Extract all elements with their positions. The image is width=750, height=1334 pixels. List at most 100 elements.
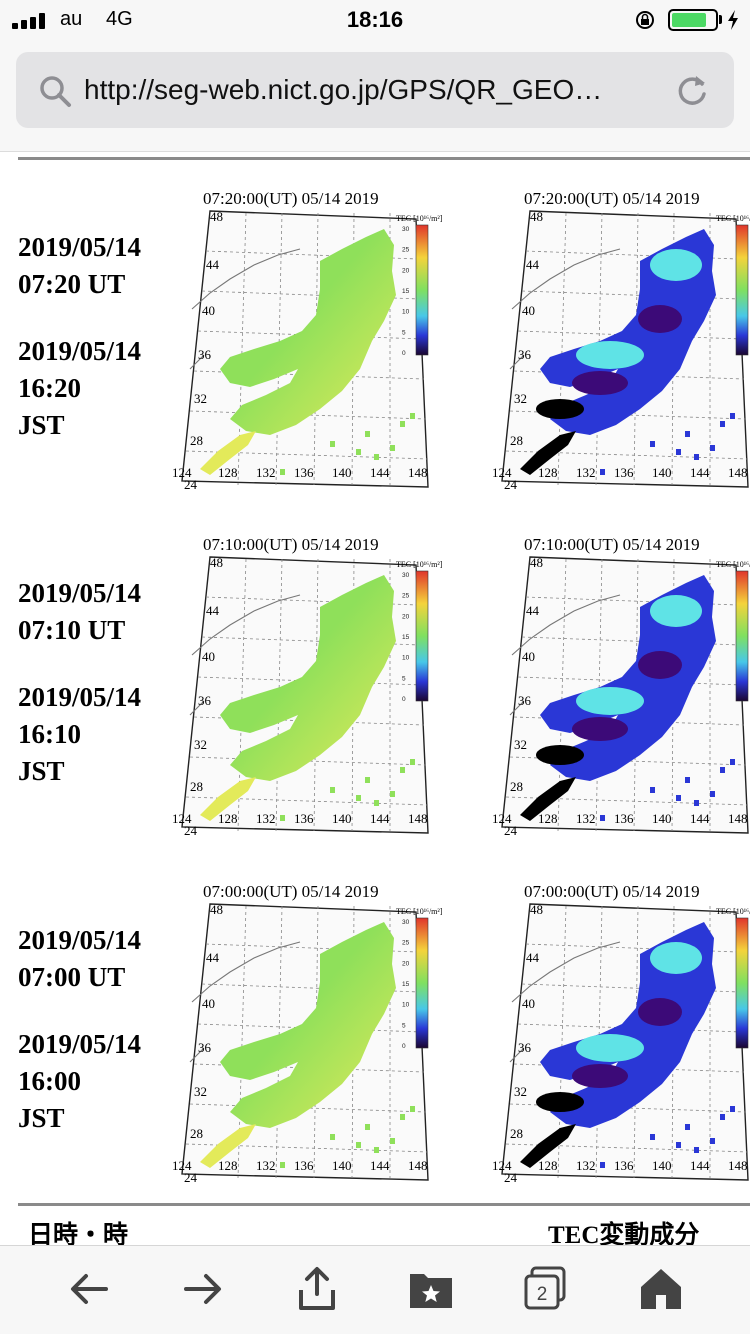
tec-station-cell — [650, 787, 655, 793]
map-title: 07:10:00(UT) 05/14 2019 — [203, 535, 379, 554]
latitude-label: 24 — [504, 823, 518, 838]
latitude-label: 32 — [194, 1084, 207, 1099]
latitude-gridline — [185, 796, 429, 806]
longitude-label: 128 — [538, 811, 558, 826]
url-field[interactable]: http://seg-web.nict.go.jp/GPS/QR_GEO… — [16, 52, 734, 128]
longitude-label: 132 — [576, 811, 596, 826]
tec-variation-patch — [638, 651, 682, 679]
tec-station-cell — [390, 445, 395, 451]
forward-arrow-icon[interactable] — [178, 1264, 228, 1314]
latitude-label: 44 — [526, 257, 540, 272]
color-scale-tick: 20 — [402, 267, 410, 274]
longitude-label: 144 — [370, 1158, 390, 1173]
latitude-label: 40 — [202, 649, 215, 664]
color-scale-tick: 0 — [402, 350, 406, 357]
jst-time: 16:00 — [18, 1066, 81, 1096]
ut-time: 07:00 UT — [18, 962, 126, 992]
longitude-label: 124 — [492, 1158, 512, 1173]
tec-row: 2019/05/14 07:10 UT 2019/05/14 16:10 JST TEC … — [0, 515, 750, 855]
latitude-label: 24 — [184, 1170, 198, 1185]
tec-variation-map: TEC [10¹⁶/m²]0.30.1-0.1-0.3-0.5484440363… — [492, 555, 750, 838]
tec-variation-map-panel[interactable]: TEC [10¹⁶/m²]0.30.1-0.1-0.3-0.5484440363… — [490, 862, 750, 1192]
longitude-label: 132 — [576, 1158, 596, 1173]
search-icon — [40, 76, 71, 107]
tec-variation-patch — [576, 1034, 644, 1062]
latitude-label: 36 — [518, 347, 532, 362]
tec-absolute-map: TEC [10¹⁶/m²]302520151050484440363228241… — [172, 209, 443, 492]
bookmarks-icon[interactable] — [406, 1264, 456, 1314]
tec-coverage-area — [220, 575, 396, 781]
color-scale-tick: 20 — [402, 960, 410, 967]
color-scale-bar — [735, 224, 749, 356]
latitude-label: 24 — [184, 823, 198, 838]
longitude-label: 132 — [576, 465, 596, 480]
tec-station-cell — [676, 795, 681, 801]
browser-address-area: http://seg-web.nict.go.jp/GPS/QR_GEO… — [0, 40, 750, 152]
tec-station-cell — [720, 1114, 725, 1120]
tec-map-panel[interactable]: TEC [10¹⁶/m²] 30 25 20 15 10 5 0 48 44 40 36 32 28 24 1… — [170, 862, 455, 1192]
browser-toolbar: 2 — [0, 1245, 750, 1334]
battery-tip — [719, 15, 722, 24]
latitude-gridline — [517, 330, 743, 340]
tec-variation-patch — [536, 1092, 584, 1112]
tec-station-cell — [280, 815, 285, 821]
color-scale-tick: 25 — [402, 940, 410, 947]
tec-map-panel[interactable]: TEC [10¹⁶/m²] 30 25 20 15 10 5 0 48 44 40 36 32 28 24 1… — [170, 169, 455, 499]
tabs-icon[interactable]: 2 — [520, 1264, 570, 1314]
signal-icon — [12, 13, 50, 29]
ut-date: 2019/05/14 — [18, 925, 142, 955]
tec-station-cell — [720, 767, 725, 773]
latitude-gridline — [185, 1143, 429, 1153]
tec-variation-patch — [572, 1064, 628, 1088]
tec-variation-map-panel[interactable]: TEC [10¹⁶/m²]0.30.1-0.1-0.3-0.5484440363… — [490, 515, 750, 845]
tec-map-panel[interactable]: TEC [10¹⁶/m²] 30 25 20 15 10 5 0 48 44 40 36 32 28 24 1… — [170, 515, 455, 845]
longitude-label: 148 — [408, 465, 428, 480]
tec-station-cell — [710, 445, 715, 451]
tec-absolute-map: TEC [10¹⁶/m²]302520151050484440363228241… — [172, 555, 443, 838]
latitude-label: 28 — [190, 1126, 203, 1141]
longitude-label: 144 — [370, 811, 390, 826]
tec-variation-map: TEC [10¹⁶/m²]0.30.1-0.1-0.3-0.5484440363… — [492, 209, 750, 492]
tabs-count: 2 — [536, 1284, 548, 1305]
longitude-label: 128 — [218, 811, 238, 826]
row-timestamp: 2019/05/14 07:10 UT 2019/05/14 16:10 JST — [18, 575, 141, 790]
latitude-label: 28 — [190, 779, 203, 794]
url-text[interactable]: http://seg-web.nict.go.jp/GPS/QR_GEO… — [84, 74, 603, 105]
tec-station-cell — [650, 1134, 655, 1140]
latitude-label: 40 — [522, 996, 535, 1011]
home-icon[interactable] — [636, 1264, 686, 1314]
longitude-label: 128 — [218, 465, 238, 480]
longitude-label: 132 — [256, 1158, 276, 1173]
ut-date: 2019/05/14 — [18, 578, 142, 608]
tec-station-cell — [710, 1138, 715, 1144]
map-title: 07:20:00(UT) 05/14 2019 — [524, 189, 700, 208]
longitude-label: 124 — [172, 465, 192, 480]
map-title: 07:00:00(UT) 05/14 2019 — [524, 882, 700, 901]
longitude-label: 124 — [492, 465, 512, 480]
color-scale-tick: 20 — [402, 613, 410, 620]
color-scale-tick: 25 — [402, 593, 410, 600]
color-scale-bar — [735, 570, 749, 702]
tec-variation-map-panel[interactable]: TEC [10¹⁶/m²]0.30.1-0.1-0.3-0.5484440363… — [490, 169, 750, 499]
jst-date: 2019/05/14 — [18, 336, 142, 366]
longitude-label: 148 — [728, 811, 748, 826]
longitude-label: 140 — [652, 811, 672, 826]
tec-station-cell — [710, 791, 715, 797]
latitude-label: 48 — [210, 555, 223, 570]
tec-station-cell — [365, 1124, 370, 1130]
jst-time: 16:20 — [18, 373, 81, 403]
latitude-label: 48 — [210, 902, 223, 917]
color-scale-tick: 0 — [402, 1043, 406, 1050]
tec-station-cell — [365, 431, 370, 437]
share-icon[interactable] — [292, 1264, 342, 1314]
reload-icon[interactable] — [674, 72, 710, 108]
longitude-label: 144 — [690, 1158, 710, 1173]
map-title: 07:00:00(UT) 05/14 2019 — [203, 882, 379, 901]
latitude-label: 32 — [514, 737, 527, 752]
back-arrow-icon[interactable] — [64, 1264, 114, 1314]
longitude-label: 128 — [538, 465, 558, 480]
tec-absolute-map: TEC [10¹⁶/m²]302520151050484440363228241… — [172, 902, 443, 1185]
latitude-label: 44 — [206, 257, 220, 272]
color-scale-label: TEC [10¹⁶/m²] — [396, 907, 443, 916]
latitude-label: 28 — [190, 433, 203, 448]
